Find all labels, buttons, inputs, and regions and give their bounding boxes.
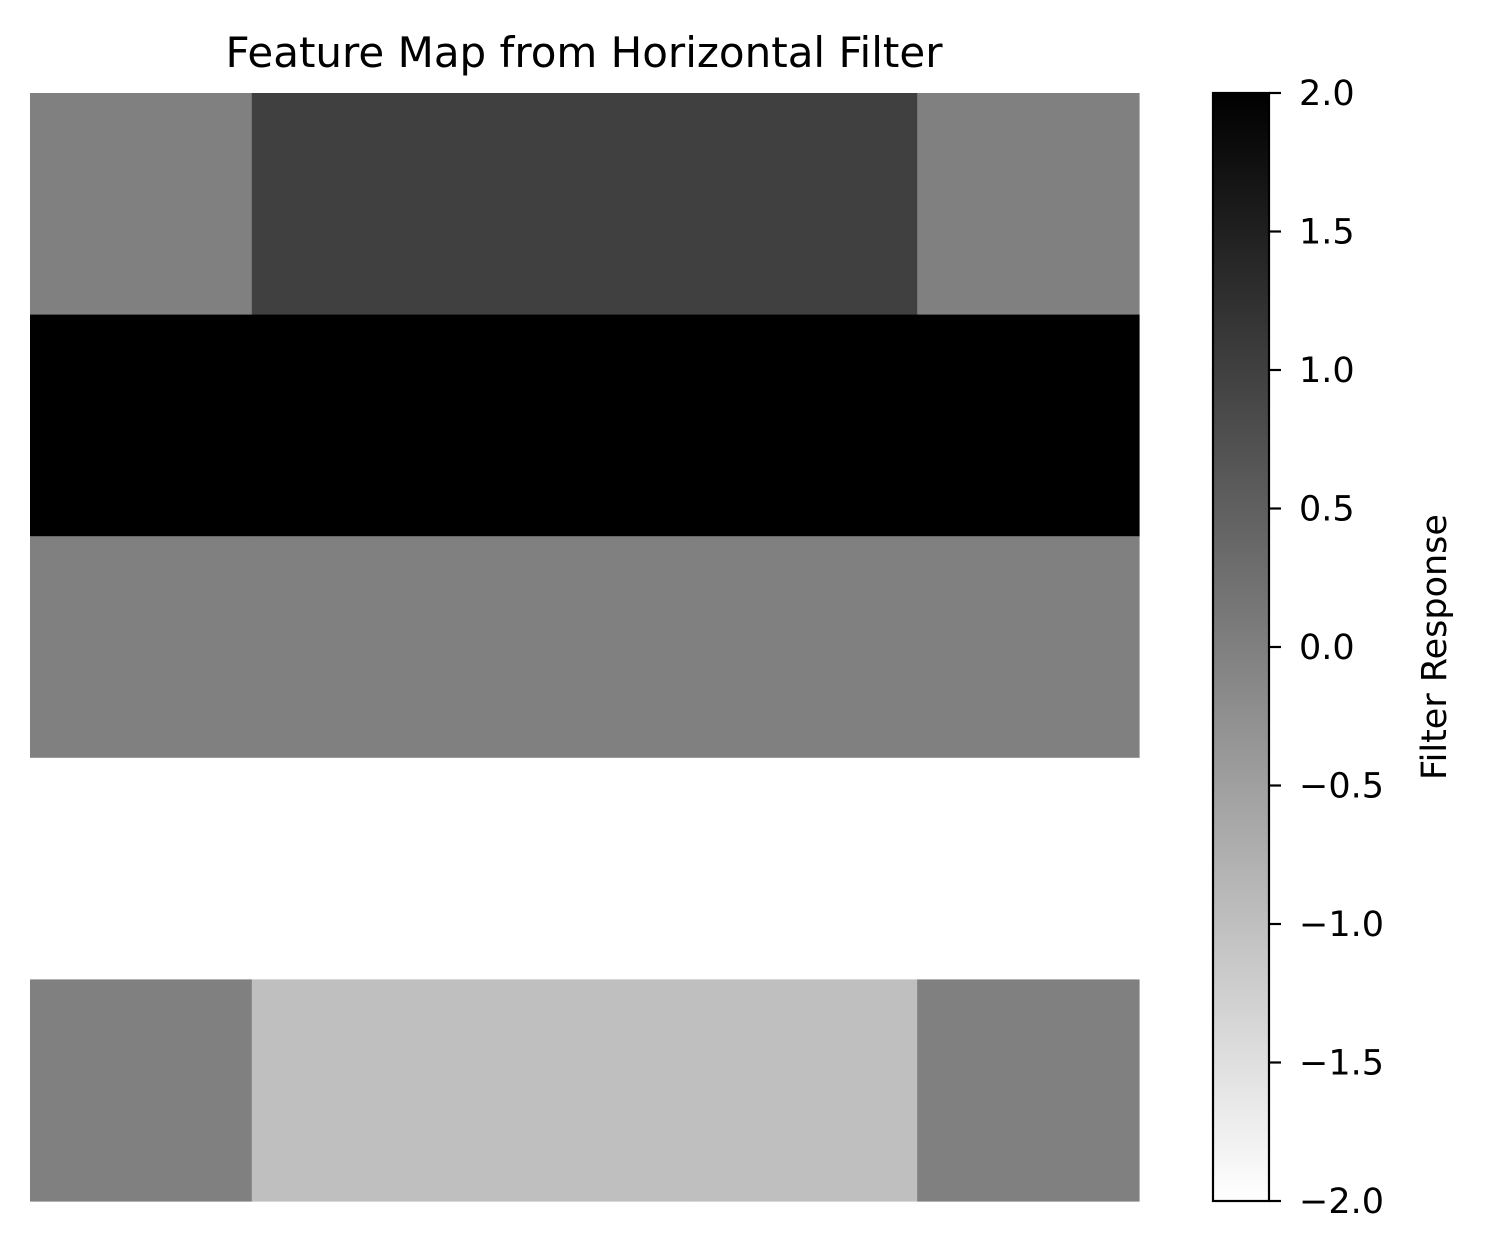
heatmap-cell-r2-c2 (473, 536, 696, 759)
heatmap-cell-r1-c2 (473, 314, 696, 537)
colorbar-tick-label: 2.0 (1299, 74, 1355, 114)
colorbar-tick-label: 1.5 (1299, 213, 1355, 253)
heatmap-cell-r2-c1 (251, 536, 475, 759)
heatmap-cell-r1-c0 (30, 314, 253, 537)
heatmap-cell-r2-c0 (30, 536, 253, 759)
heatmap-cell-r3-c0 (30, 757, 253, 980)
heatmap-cell-r0-c0 (30, 93, 253, 316)
heatmap-cell-r0-c1 (251, 93, 475, 316)
colorbar-tick-label: −2.0 (1299, 1182, 1384, 1222)
colorbar-label: Filter Response (1415, 514, 1455, 780)
colorbar-tick-label: −1.5 (1299, 1044, 1384, 1084)
heatmap-cell-r0-c4 (917, 93, 1140, 316)
heatmap-cell-r1-c4 (917, 314, 1140, 537)
heatmap-cell-r3-c3 (695, 757, 918, 980)
heatmap-cell-r0-c2 (473, 93, 696, 316)
colorbar-tick-label: −1.0 (1299, 905, 1384, 945)
colorbar-tick-label: 0.5 (1299, 490, 1355, 530)
heatmap-cell-r4-c2 (473, 979, 696, 1202)
heatmap-cell-r3-c1 (251, 757, 475, 980)
heatmap-cell-r1-c3 (695, 314, 918, 537)
heatmap-cell-r2-c3 (695, 536, 918, 759)
colorbar-ticks: 2.0 1.5 1.0 0.5 0.0 −0.5 −1.0 −1.5 −2.0 (1269, 74, 1384, 1222)
chart-title: Feature Map from Horizontal Filter (226, 28, 944, 77)
heatmap-cell-r3-c4 (917, 757, 1140, 980)
heatmap-cell-r1-c1 (251, 314, 475, 537)
colorbar-tick-label: 0.0 (1299, 628, 1355, 668)
heatmap-cell-r4-c0 (30, 979, 253, 1202)
heatmap-cell-r4-c4 (917, 979, 1140, 1202)
heatmap-cell-r0-c3 (695, 93, 918, 316)
colorbar: 2.0 1.5 1.0 0.5 0.0 −0.5 −1.0 −1.5 −2.0 Filter R… (1211, 74, 1455, 1222)
heatmap-cell-r4-c3 (695, 979, 918, 1202)
heatmap-cell-r3-c2 (473, 757, 696, 980)
colorbar-tick-label: −0.5 (1299, 767, 1384, 807)
colorbar-tick-label: 1.0 (1299, 351, 1355, 391)
heatmap-cell-r4-c1 (251, 979, 475, 1202)
colorbar-gradient (1211, 91, 1271, 1203)
heatmap-cell-r2-c4 (917, 536, 1140, 759)
heatmap-cells (30, 93, 1140, 1202)
